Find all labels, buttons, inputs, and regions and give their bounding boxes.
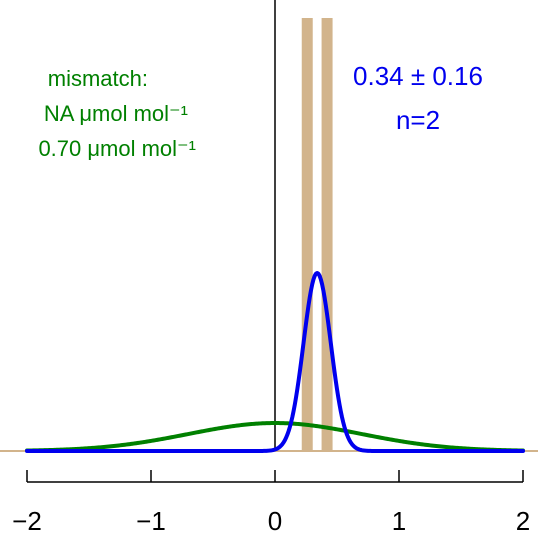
x-tick-label: 1 bbox=[392, 506, 406, 536]
measurement-bar-2 bbox=[321, 18, 333, 451]
blue-annotation-line-2: n=2 bbox=[396, 105, 440, 135]
x-tick-label: 2 bbox=[516, 506, 530, 536]
blue-annotation-line-1: 0.34 ± 0.16 bbox=[353, 61, 483, 91]
measurement-bar-1 bbox=[301, 18, 313, 451]
green-annotation-line-1: mismatch: bbox=[48, 66, 148, 91]
x-tick-label: 0 bbox=[268, 506, 282, 536]
blue-distribution-curve bbox=[25, 271, 525, 453]
marks-layer bbox=[0, 0, 538, 453]
green-distribution-curve bbox=[25, 421, 525, 453]
x-axis: −2 −1 0 1 2 bbox=[12, 470, 530, 536]
green-annotation-line-2: NA μmol mol⁻¹ bbox=[44, 101, 188, 126]
x-tick-label: −2 bbox=[12, 506, 42, 536]
annotations-layer: mismatch: NA μmol mol⁻¹ 0.70 μmol mol⁻¹ … bbox=[38, 61, 483, 161]
green-annotation-line-3: 0.70 μmol mol⁻¹ bbox=[38, 136, 196, 161]
x-tick-label: −1 bbox=[136, 506, 166, 536]
